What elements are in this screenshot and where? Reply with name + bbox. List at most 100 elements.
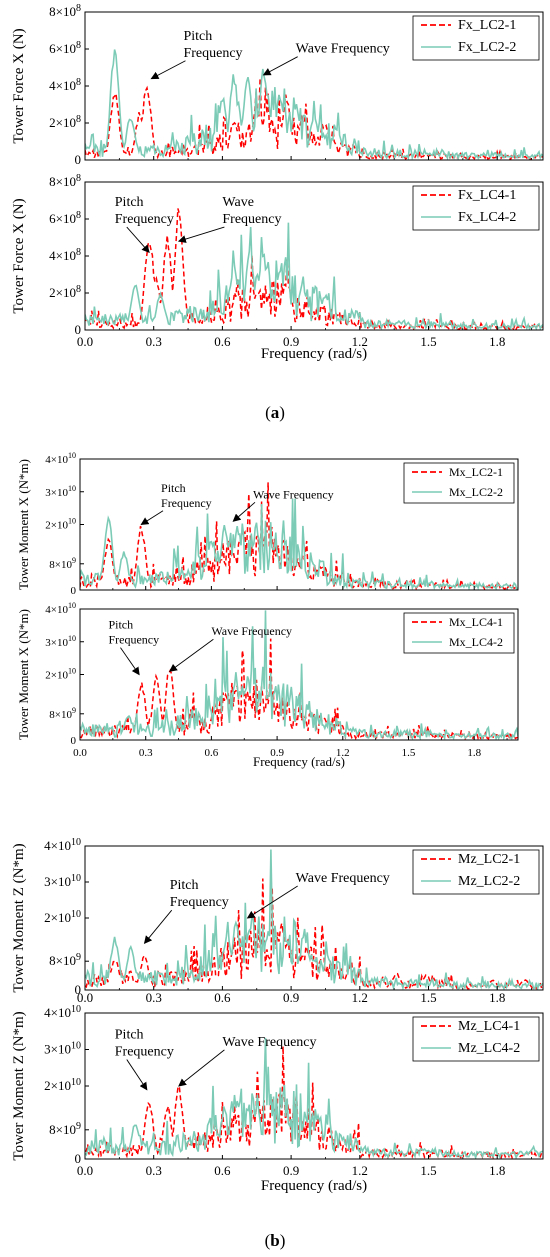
- panel-label-a-open: (: [265, 403, 271, 422]
- y-tick-base: 2×10: [49, 115, 76, 130]
- y-tick-label: 3×1010: [45, 484, 76, 499]
- x-tick-label: 0.6: [214, 990, 231, 1005]
- y-tick-label: 4×1010: [45, 451, 76, 466]
- y-tick-label: 8×108: [49, 173, 81, 189]
- annotation-text: Frequency: [115, 1045, 174, 1060]
- legend-box: [403, 462, 515, 504]
- y-tick-label: 2×1010: [44, 909, 81, 925]
- annotation-arrow: [120, 647, 140, 676]
- series-line-Mx_LC4-2: [80, 610, 518, 740]
- y-tick-base: 0: [71, 585, 77, 597]
- annotation-text: Frequency: [222, 212, 281, 227]
- x-tick-label: 1.2: [352, 334, 368, 349]
- y-tick-label: 0: [71, 735, 77, 747]
- y-tick-label: 8×109: [49, 706, 76, 721]
- y-tick-exp: 10: [71, 1004, 81, 1015]
- x-tick-label: 0.0: [77, 990, 93, 1005]
- y-tick-base: 0: [75, 152, 82, 167]
- y-tick-exp: 10: [71, 909, 81, 920]
- y-tick-base: 0: [75, 982, 82, 997]
- y-tick-exp: 8: [76, 77, 81, 88]
- annotation-text: Wave: [222, 195, 254, 210]
- y-tick-exp: 9: [76, 1121, 81, 1132]
- y-tick-base: 8×10: [49, 709, 72, 721]
- panel-label-a: (a): [265, 403, 285, 422]
- y-tick-base: 8×10: [49, 4, 76, 19]
- legend-box: [412, 185, 540, 231]
- y-axis-label: Tower Force X (N): [11, 198, 27, 313]
- y-tick-base: 3×10: [44, 1042, 71, 1057]
- y-tick-label: 2×1010: [45, 667, 76, 682]
- legend: Mx_LC2-1 Mx_LC2-2: [403, 462, 515, 504]
- y-tick-label: 4×1010: [45, 601, 76, 616]
- x-tick-label: 0.0: [77, 1163, 93, 1178]
- x-tick-label: 0.9: [283, 334, 299, 349]
- annotation: Wave Frequency: [262, 42, 390, 76]
- y-tick-exp: 10: [68, 517, 76, 526]
- y-tick-label: 8×109: [49, 952, 81, 968]
- annotation-arrow: [168, 638, 214, 672]
- y-tick-exp: 10: [71, 873, 81, 884]
- y-tick-exp: 10: [68, 601, 76, 610]
- y-tick-exp: 8: [76, 3, 81, 14]
- annotation-text: Wave Frequency: [296, 871, 390, 886]
- y-tick-label: 8×109: [49, 1121, 81, 1137]
- y-tick-exp: 10: [68, 634, 76, 643]
- y-tick-exp: 8: [76, 40, 81, 51]
- y-tick-base: 0: [75, 322, 82, 337]
- series-line-Mx_LC2-1: [80, 482, 518, 590]
- annotation-text: Pitch: [115, 195, 144, 210]
- legend: Fx_LC4-1 Fx_LC4-2: [412, 185, 540, 231]
- series-line-Mz_LC2-2: [85, 849, 543, 990]
- legend-entry: Mx_LC2-2: [449, 485, 503, 499]
- y-tick-base: 6×10: [49, 41, 76, 56]
- x-tick-label: 1.5: [420, 990, 436, 1005]
- panel-label-b-letter: b: [270, 1231, 279, 1250]
- annotation-text: Pitch: [170, 878, 199, 893]
- x-axis-label: Frequency (rad/s): [261, 346, 367, 362]
- panel-label-b-open: (: [265, 1231, 271, 1250]
- y-axis-label: Tower Force X (N): [11, 28, 27, 143]
- annotation: Wave Frequency: [232, 487, 334, 522]
- x-tick-label: 0.6: [205, 747, 219, 759]
- y-tick-label: 0: [75, 152, 82, 167]
- y-axis-label: Tower Moment Z (N*m): [11, 843, 27, 992]
- x-tick-label: 1.8: [467, 747, 481, 759]
- series-line-Fx_LC4-2: [85, 222, 543, 330]
- panel-label-a-close: ): [279, 403, 285, 422]
- y-tick-label: 6×108: [49, 210, 81, 226]
- y-tick-label: 2×1010: [44, 1077, 81, 1093]
- annotation-text: Wave Frequency: [222, 1035, 316, 1050]
- x-tick-label: 0.6: [214, 334, 231, 349]
- annotation: Wave Frequency: [168, 624, 292, 672]
- y-tick-label: 4×108: [49, 77, 81, 93]
- legend: Mx_LC4-1 Mx_LC4-2: [403, 612, 515, 654]
- y-tick-exp: 8: [76, 114, 81, 125]
- y-tick-label: 8×109: [49, 556, 76, 571]
- y-tick-base: 8×10: [49, 953, 76, 968]
- legend-entry: Fx_LC4-2: [458, 210, 516, 225]
- panel-label-b-close: ): [280, 1231, 286, 1250]
- series-line-Mx_LC4-1: [80, 638, 518, 740]
- x-tick-label: 1.2: [352, 1163, 368, 1178]
- y-tick-label: 2×108: [49, 284, 81, 300]
- x-tick-label: 0.3: [146, 990, 162, 1005]
- x-tick-label: 0.9: [283, 990, 299, 1005]
- y-tick-exp: 10: [71, 1077, 81, 1088]
- annotation-arrow: [140, 510, 164, 526]
- y-tick-exp: 10: [71, 1041, 81, 1052]
- y-tick-base: 0: [75, 1151, 82, 1166]
- annotation: Wave Frequency: [177, 195, 281, 243]
- y-tick-exp: 10: [68, 484, 76, 493]
- x-tick-label: 1.8: [489, 990, 505, 1005]
- legend-entry: Fx_LC2-1: [458, 18, 516, 33]
- legend: Mz_LC4-1 Mz_LC4-2: [412, 1016, 540, 1062]
- legend-entry: Mz_LC2-2: [458, 874, 520, 889]
- x-tick-label: 0.0: [73, 747, 87, 759]
